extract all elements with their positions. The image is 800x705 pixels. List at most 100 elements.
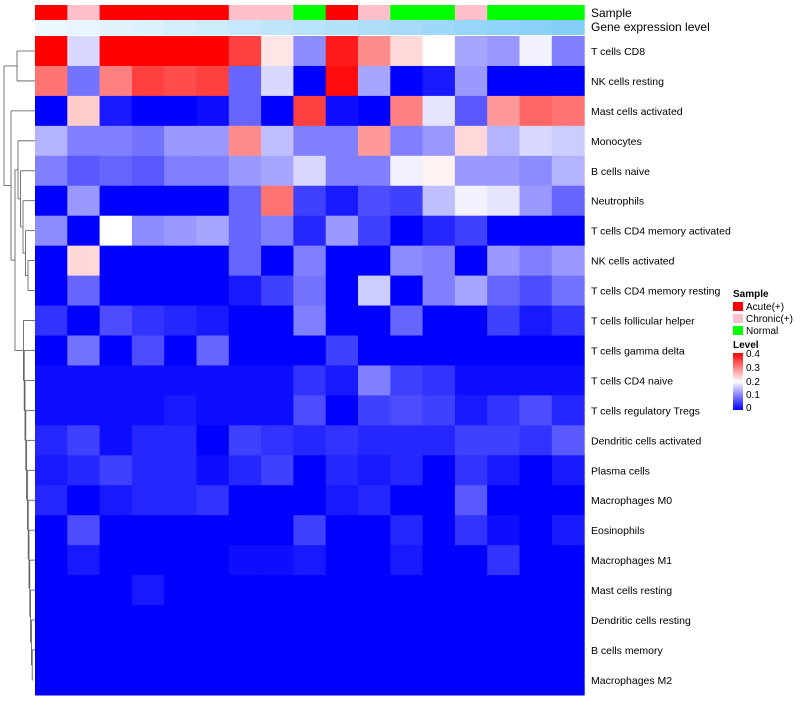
row-dendrogram: [3, 50, 35, 681]
heatmap-cell-nk-cells-activated-4: [131, 245, 165, 277]
heatmap-cell-t-cells-regulatory-tregs-13: [422, 395, 456, 426]
heatmap-cell-mast-cells-activated-11: [358, 95, 391, 127]
heatmap-cell-nk-cells-activated-3: [99, 245, 133, 277]
heatmap-cell-b-cells-naive-16: [519, 155, 553, 187]
heatmap-cell-macrophages-m2-11: [358, 664, 391, 696]
heatmap-cell-monocytes-14: [454, 125, 488, 157]
heatmap-cell-neutrophils-9: [293, 185, 327, 217]
heatmap-cell-nk-cells-resting-7: [228, 65, 262, 97]
heatmap-cell-t-cells-cd4-naive-3: [99, 365, 133, 396]
heatmap-cell-neutrophils-17: [551, 185, 585, 217]
heatmap-cell-t-cells-cd4-memory-activated-15: [487, 215, 521, 247]
heatmap-cell-mast-cells-resting-3: [99, 575, 133, 606]
heatmap-cell-nk-cells-activated-16: [519, 245, 553, 277]
heatmap-cell-nk-cells-resting-1: [35, 65, 68, 97]
heatmap-cell-macrophages-m1-6: [196, 545, 230, 576]
heatmap-cell-plasma-cells-10: [325, 455, 359, 486]
heatmap-cell-t-cells-cd8-14: [454, 36, 488, 67]
heatmap-cell-t-cells-cd4-naive-17: [551, 365, 585, 396]
heatmap-cell-t-cells-regulatory-tregs-17: [551, 395, 585, 426]
heatmap-cell-nk-cells-resting-17: [551, 65, 585, 97]
heatmap-cell-t-cells-gamma-delta-5: [164, 335, 198, 367]
heatmap-cell-nk-cells-resting-11: [358, 65, 391, 97]
heatmap-cell-t-cells-cd4-memory-resting-10: [325, 275, 359, 307]
heatmap-cell-t-cells-cd4-memory-activated-1: [35, 215, 68, 247]
legend-label-acute: Acute(+): [746, 302, 784, 313]
heatmap-cell-dendritic-cells-activated-11: [358, 425, 391, 456]
heatmap-cell-nk-cells-resting-9: [293, 65, 327, 97]
heatmap-cell-monocytes-8: [261, 125, 294, 157]
heatmap-cell-macrophages-m2-12: [390, 664, 424, 696]
heatmap-cell-macrophages-m2-10: [325, 664, 359, 696]
heatmap-cell-t-cells-cd8-11: [358, 36, 391, 67]
heatmap-cell-t-cells-regulatory-tregs-14: [454, 395, 488, 426]
heatmap-cell-t-cells-cd4-naive-6: [196, 365, 230, 396]
heatmap-cell-t-cells-regulatory-tregs-12: [390, 395, 424, 426]
heatmap-cell-macrophages-m1-8: [261, 545, 294, 576]
heatmap-cell-t-cells-regulatory-tregs-6: [196, 395, 230, 426]
level-tick-0: 0: [746, 403, 752, 414]
heatmap-cell-b-cells-memory-3: [99, 635, 133, 666]
heatmap-cell-macrophages-m1-11: [358, 545, 391, 576]
heatmap-cell-neutrophils-14: [454, 185, 488, 217]
heatmap-cell-neutrophils-13: [422, 185, 456, 217]
heatmap-cell-macrophages-m1-2: [67, 545, 101, 576]
sample-annotation-cell-5: [164, 5, 198, 20]
heatmap-cell-macrophages-m1-12: [390, 545, 424, 576]
heatmap-cell-macrophages-m2-14: [454, 664, 488, 696]
heatmap-cell-plasma-cells-14: [454, 455, 488, 486]
heatmap-cell-macrophages-m0-17: [551, 485, 585, 516]
heatmap-cell-monocytes-16: [519, 125, 553, 157]
heatmap-cell-plasma-cells-2: [67, 455, 101, 486]
heatmap-cell-b-cells-memory-10: [325, 635, 359, 666]
heatmap-cell-b-cells-memory-17: [551, 635, 585, 666]
heatmap-cell-t-cells-cd4-memory-activated-6: [196, 215, 230, 247]
level-legend-title: Level: [733, 340, 759, 351]
heatmap-cell-nk-cells-activated-1: [35, 245, 68, 277]
heatmap-cell-dendritic-cells-activated-16: [519, 425, 553, 456]
legend-swatch-acute: [733, 302, 743, 311]
heatmap-cell-neutrophils-6: [196, 185, 230, 217]
heatmap-cell-t-cells-follicular-helper-1: [35, 305, 68, 337]
gene-level-annotation-cell-14: [454, 20, 488, 35]
heatmap-cell-dendritic-cells-activated-14: [454, 425, 488, 456]
heatmap-cell-neutrophils-1: [35, 185, 68, 217]
heatmap-cell-t-cells-gamma-delta-2: [67, 335, 101, 367]
heatmap-cell-t-cells-cd4-memory-activated-13: [422, 215, 456, 247]
heatmap-cell-dendritic-cells-resting-3: [99, 605, 133, 636]
heatmap-cell-t-cells-gamma-delta-13: [422, 335, 456, 367]
heatmap-cell-monocytes-17: [551, 125, 585, 157]
heatmap-cell-t-cells-gamma-delta-9: [293, 335, 327, 367]
heatmap-cell-b-cells-naive-12: [390, 155, 424, 187]
heatmap-cell-dendritic-cells-resting-8: [261, 605, 294, 636]
heatmap-cell-dendritic-cells-resting-10: [325, 605, 359, 636]
heatmap-cell-b-cells-memory-8: [261, 635, 294, 666]
heatmap-cell-t-cells-cd4-memory-resting-3: [99, 275, 133, 307]
heatmap-cell-dendritic-cells-resting-13: [422, 605, 456, 636]
gene-level-annotation-cell-10: [325, 20, 359, 35]
heatmap-cell-macrophages-m1-4: [131, 545, 165, 576]
heatmap-cell-mast-cells-resting-10: [325, 575, 359, 606]
heatmap-cell-macrophages-m0-4: [131, 485, 165, 516]
heatmap-cell-t-cells-gamma-delta-16: [519, 335, 553, 367]
heatmap-cell-nk-cells-activated-10: [325, 245, 359, 277]
heatmap-cell-nk-cells-activated-17: [551, 245, 585, 277]
heatmap-cell-monocytes-15: [487, 125, 521, 157]
heatmap-cell-dendritic-cells-resting-2: [67, 605, 101, 636]
heatmap-cell-mast-cells-activated-2: [67, 95, 101, 127]
row-label-t-cells-gamma-delta: T cells gamma delta: [591, 345, 685, 357]
heatmap-cell-b-cells-naive-13: [422, 155, 456, 187]
heatmap-cell-mast-cells-resting-1: [35, 575, 68, 606]
heatmap-cell-eosinophils-12: [390, 515, 424, 546]
row-label-macrophages-m2: Macrophages M2: [591, 675, 672, 687]
heatmap-cell-mast-cells-resting-8: [261, 575, 294, 606]
heatmap-cell-eosinophils-11: [358, 515, 391, 546]
heatmap-cell-b-cells-memory-12: [390, 635, 424, 666]
gene-level-annotation-cell-12: [390, 20, 424, 35]
heatmap-cell-monocytes-1: [35, 125, 68, 157]
gene-level-annotation-cell-9: [293, 20, 327, 35]
heatmap-cell-macrophages-m1-17: [551, 545, 585, 576]
row-label-plasma-cells: Plasma cells: [591, 465, 650, 477]
heatmap-cell-mast-cells-resting-15: [487, 575, 521, 606]
heatmap-cell-nk-cells-activated-11: [358, 245, 391, 277]
